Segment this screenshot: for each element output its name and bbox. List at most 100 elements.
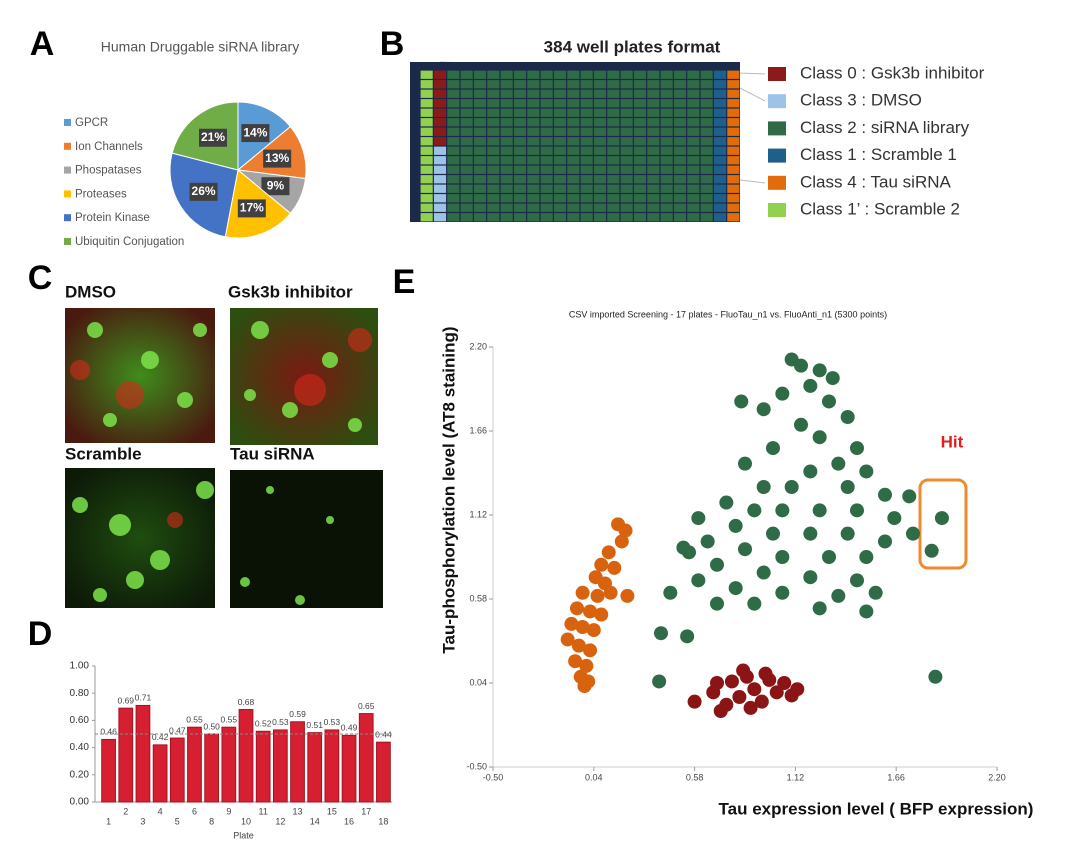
well: [607, 213, 620, 222]
y-tick-label: 1.00: [70, 661, 90, 672]
well: [700, 80, 713, 89]
well: [633, 70, 647, 79]
well: [473, 175, 487, 184]
well: [660, 127, 673, 136]
well: [447, 146, 460, 155]
well: [660, 99, 673, 108]
scatter-point: [719, 697, 734, 712]
label-box: [198, 128, 227, 147]
well: [433, 80, 447, 89]
cells: [72, 321, 362, 605]
well: [447, 194, 460, 203]
well: [607, 146, 620, 155]
well: [513, 80, 527, 89]
legend-swatch: [64, 238, 71, 245]
well: [633, 80, 647, 89]
well: [513, 146, 527, 155]
label-box: [237, 199, 266, 218]
scatter-point: [803, 526, 818, 541]
well: [460, 108, 473, 117]
chart-title: CSV imported Screening - 17 plates - Flu…: [569, 309, 887, 319]
legend-swatch: [64, 190, 71, 198]
scatter-point: [738, 542, 752, 557]
value-label: 0.50: [203, 721, 220, 731]
well: [567, 70, 580, 79]
image-label: Tau siRNA: [230, 444, 315, 463]
scatter-point: [769, 685, 784, 700]
well: [420, 156, 433, 165]
well: [447, 213, 460, 222]
bar: [204, 733, 220, 803]
well: [540, 175, 553, 184]
well: [527, 203, 540, 212]
well: [487, 146, 500, 155]
well: [487, 127, 500, 136]
well: [607, 127, 620, 136]
well: [713, 99, 727, 108]
scatter-point: [663, 585, 678, 600]
scatter-point: [906, 526, 920, 541]
well: [687, 80, 700, 89]
well: [673, 146, 687, 155]
well: [700, 165, 713, 174]
value-label: 0.71: [135, 693, 152, 703]
well: [527, 146, 540, 155]
panel-letter: E: [393, 263, 416, 301]
well: [713, 89, 727, 98]
bar: [238, 709, 254, 803]
legend-label: Class 1 : Scramble 1: [800, 145, 957, 164]
slice-label: 17%: [240, 201, 264, 215]
well: [687, 108, 700, 117]
well: [500, 165, 513, 174]
y-tick-label: 1.12: [469, 509, 487, 519]
panel-letter: A: [30, 25, 55, 63]
scatter-point: [738, 456, 752, 471]
well: [487, 70, 500, 79]
legend-label: Proteases: [75, 188, 127, 200]
panel-letter: B: [380, 25, 405, 63]
scatter-point: [571, 638, 586, 653]
well: [620, 99, 633, 108]
scatter-point: [758, 666, 773, 681]
well: [420, 165, 433, 174]
scatter-point: [840, 526, 855, 541]
well: [660, 80, 673, 89]
well: [607, 80, 620, 89]
well: [700, 99, 713, 108]
scatter-point: [691, 511, 706, 526]
well: [727, 165, 740, 174]
well: [473, 156, 487, 165]
well: [420, 118, 433, 127]
well: [527, 118, 540, 127]
well: [500, 184, 513, 193]
well: [487, 175, 500, 184]
legend-swatch: [64, 166, 71, 174]
well: [647, 184, 660, 193]
well: [567, 89, 580, 98]
well: [433, 156, 447, 165]
scatter-point: [766, 441, 780, 456]
scatter-point: [831, 456, 846, 471]
well: [580, 118, 593, 127]
well: [713, 213, 727, 222]
x-tick-label: 8: [209, 816, 214, 826]
x-tick-label: 13: [293, 806, 303, 816]
well: [580, 175, 593, 184]
value-label: 0.51: [306, 720, 323, 730]
well: [593, 156, 607, 165]
hit-box: [918, 478, 968, 570]
well: [473, 70, 487, 79]
scatter-point: [859, 550, 874, 564]
well: [580, 127, 593, 136]
well: [420, 127, 433, 136]
well: [607, 70, 620, 79]
scatter-point: [728, 581, 743, 596]
value-label: 0.59: [289, 709, 306, 719]
scatter-point: [812, 430, 827, 445]
well: [420, 203, 433, 212]
scatter-point: [570, 601, 584, 616]
scatter-point: [577, 679, 592, 694]
well: [540, 213, 553, 222]
scatter-point: [736, 663, 751, 678]
well: [633, 194, 647, 203]
